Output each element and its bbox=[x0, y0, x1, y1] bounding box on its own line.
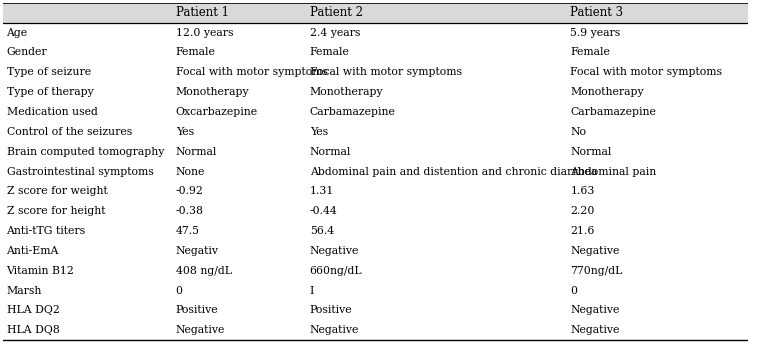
Text: Z score for weight: Z score for weight bbox=[7, 186, 107, 196]
Text: 660ng/dL: 660ng/dL bbox=[309, 266, 363, 276]
Text: 0: 0 bbox=[571, 285, 578, 296]
Text: Female: Female bbox=[309, 47, 350, 57]
Text: Negativ: Negativ bbox=[175, 246, 219, 256]
Text: Patient 3: Patient 3 bbox=[571, 6, 623, 19]
Text: Normal: Normal bbox=[571, 147, 612, 157]
Text: Z score for height: Z score for height bbox=[7, 206, 105, 216]
Text: Female: Female bbox=[571, 47, 610, 57]
Text: Vitamin B12: Vitamin B12 bbox=[7, 266, 75, 276]
Text: Medication used: Medication used bbox=[7, 107, 98, 117]
Text: Type of seizure: Type of seizure bbox=[7, 67, 91, 77]
Text: Brain computed tomography: Brain computed tomography bbox=[7, 147, 164, 157]
Text: Patient 2: Patient 2 bbox=[309, 6, 363, 19]
Text: Oxcarbazepine: Oxcarbazepine bbox=[175, 107, 258, 117]
Text: Negative: Negative bbox=[175, 325, 225, 335]
Text: 408 ng/dL: 408 ng/dL bbox=[175, 266, 232, 276]
Text: Female: Female bbox=[175, 47, 216, 57]
Text: Normal: Normal bbox=[175, 147, 217, 157]
Text: 1.63: 1.63 bbox=[571, 186, 595, 196]
Text: Negative: Negative bbox=[309, 246, 359, 256]
Text: Normal: Normal bbox=[309, 147, 351, 157]
Text: Monotherapy: Monotherapy bbox=[571, 87, 644, 97]
Text: -0.44: -0.44 bbox=[309, 206, 338, 216]
Text: 12.0 years: 12.0 years bbox=[175, 28, 233, 38]
Text: 0: 0 bbox=[175, 285, 183, 296]
Text: 56.4: 56.4 bbox=[309, 226, 334, 236]
Text: Yes: Yes bbox=[309, 127, 328, 137]
Bar bbox=[3, 3, 748, 23]
Text: Negative: Negative bbox=[571, 305, 620, 315]
Text: 770ng/dL: 770ng/dL bbox=[571, 266, 623, 276]
Text: I: I bbox=[309, 285, 314, 296]
Text: Negative: Negative bbox=[571, 246, 620, 256]
Text: Negative: Negative bbox=[571, 325, 620, 335]
Text: Type of therapy: Type of therapy bbox=[7, 87, 93, 97]
Text: No: No bbox=[571, 127, 587, 137]
Text: -0.92: -0.92 bbox=[175, 186, 203, 196]
Text: Anti-tTG titers: Anti-tTG titers bbox=[7, 226, 85, 236]
Text: None: None bbox=[175, 166, 205, 177]
Text: Positive: Positive bbox=[309, 305, 352, 315]
Text: Monotherapy: Monotherapy bbox=[175, 87, 249, 97]
Text: 1.31: 1.31 bbox=[309, 186, 334, 196]
Text: Marsh: Marsh bbox=[7, 285, 42, 296]
Text: 2.4 years: 2.4 years bbox=[309, 28, 360, 38]
Text: Focal with motor symptoms: Focal with motor symptoms bbox=[175, 67, 328, 77]
Text: Positive: Positive bbox=[175, 305, 218, 315]
Text: HLA DQ2: HLA DQ2 bbox=[7, 305, 59, 315]
Text: 47.5: 47.5 bbox=[175, 226, 200, 236]
Text: Anti-EmA: Anti-EmA bbox=[7, 246, 59, 256]
Text: Abdominal pain and distention and chronic diarrhea: Abdominal pain and distention and chroni… bbox=[309, 166, 597, 177]
Text: Gastrointestinal symptoms: Gastrointestinal symptoms bbox=[7, 166, 153, 177]
Text: Negative: Negative bbox=[309, 325, 359, 335]
Text: Yes: Yes bbox=[175, 127, 194, 137]
Text: Control of the seizures: Control of the seizures bbox=[7, 127, 132, 137]
Text: Abdominal pain: Abdominal pain bbox=[571, 166, 657, 177]
Text: Gender: Gender bbox=[7, 47, 47, 57]
Text: Monotherapy: Monotherapy bbox=[309, 87, 383, 97]
Text: Focal with motor symptoms: Focal with motor symptoms bbox=[571, 67, 722, 77]
Text: -0.38: -0.38 bbox=[175, 206, 203, 216]
Text: Carbamazepine: Carbamazepine bbox=[571, 107, 656, 117]
Text: 2.20: 2.20 bbox=[571, 206, 595, 216]
Text: Patient 1: Patient 1 bbox=[175, 6, 229, 19]
Text: 21.6: 21.6 bbox=[571, 226, 595, 236]
Text: Carbamazepine: Carbamazepine bbox=[309, 107, 395, 117]
Text: Focal with motor symptoms: Focal with motor symptoms bbox=[309, 67, 462, 77]
Text: Age: Age bbox=[7, 28, 27, 38]
Text: 5.9 years: 5.9 years bbox=[571, 28, 621, 38]
Text: HLA DQ8: HLA DQ8 bbox=[7, 325, 59, 335]
